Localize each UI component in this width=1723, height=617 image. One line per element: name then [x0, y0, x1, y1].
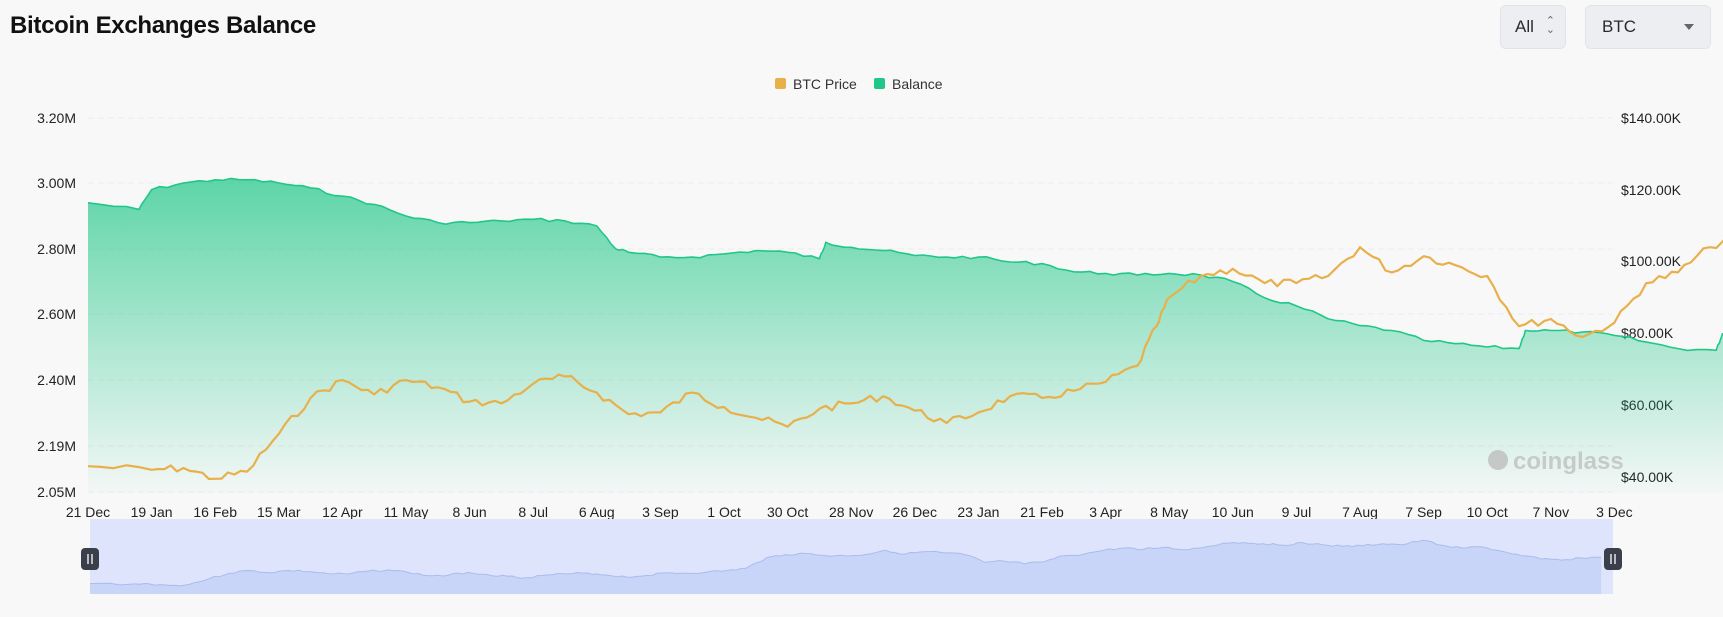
x-tick-label: 28 Nov [829, 504, 873, 520]
range-navigator[interactable] [81, 519, 1622, 594]
legend-item[interactable]: BTC Price [775, 76, 857, 92]
x-tick-label: 21 Dec [66, 504, 110, 520]
coinglass-logo-icon [1488, 450, 1508, 470]
x-tick-label: 1 Oct [707, 504, 741, 520]
y-left-tick-label: 3.00M [37, 175, 76, 191]
x-tick-label: 9 Jul [1282, 504, 1312, 520]
y-left-tick-label: 2.60M [37, 306, 76, 322]
balance-series-line [87, 177, 1723, 352]
up-down-chevron-icon: ⌃ ⌄ [1545, 15, 1555, 36]
legend-swatch [775, 78, 786, 89]
btc-price-series-line [87, 239, 1723, 480]
legend-label: Balance [892, 76, 943, 92]
y-left-tick-label: 3.20M [37, 110, 76, 126]
y-left-tick-label: 2.40M [37, 372, 76, 388]
asset-select[interactable]: BTC [1585, 5, 1711, 49]
range-select[interactable]: All ⌃ ⌄ [1500, 5, 1566, 49]
watermark: coinglass [1488, 448, 1624, 475]
x-tick-label: 12 Apr [322, 504, 363, 520]
legend-label: BTC Price [793, 76, 857, 92]
legend-swatch [874, 78, 885, 89]
legend-item[interactable]: Balance [874, 76, 943, 92]
x-tick-label: 8 May [1150, 504, 1188, 520]
x-tick-label: 3 Apr [1089, 504, 1122, 520]
y-right-tick-label: $80.00K [1621, 325, 1674, 341]
x-tick-label: 10 Oct [1467, 504, 1508, 520]
x-tick-label: 16 Feb [193, 504, 237, 520]
x-tick-label: 7 Aug [1342, 504, 1378, 520]
x-tick-label: 3 Dec [1596, 504, 1633, 520]
x-tick-label: 10 Jun [1212, 504, 1254, 520]
watermark-text: coinglass [1513, 448, 1624, 475]
range-select-value: All [1515, 17, 1534, 36]
y-right-tick-label: $100.00K [1621, 253, 1682, 269]
x-tick-label: 26 Dec [893, 504, 937, 520]
y-left-tick-label: 2.80M [37, 241, 76, 257]
navigator-series-area [90, 540, 1602, 594]
y-left-tick-label: 2.19M [37, 438, 76, 454]
x-tick-label: 7 Sep [1405, 504, 1442, 520]
x-tick-label: 6 Aug [579, 504, 615, 520]
asset-select-value: BTC [1602, 17, 1636, 36]
x-tick-label: 3 Sep [642, 504, 679, 520]
x-tick-label: 19 Jan [131, 504, 173, 520]
x-tick-label: 8 Jun [452, 504, 486, 520]
page-title: Bitcoin Exchanges Balance [10, 12, 316, 39]
navigator-right-handle[interactable] [1604, 548, 1622, 570]
y-right-tick-label: $140.00K [1621, 110, 1682, 126]
caret-down-icon [1684, 24, 1694, 30]
y-right-tick-label: $120.00K [1621, 182, 1682, 198]
x-tick-label: 21 Feb [1020, 504, 1064, 520]
x-tick-label: 30 Oct [767, 504, 808, 520]
x-tick-label: 15 Mar [257, 504, 301, 520]
x-tick-label: 7 Nov [1533, 504, 1570, 520]
y-left-tick-label: 2.05M [37, 484, 76, 500]
x-tick-label: 11 May [384, 504, 429, 520]
x-tick-label: 8 Jul [518, 504, 548, 520]
navigator-left-handle[interactable] [81, 548, 99, 570]
navigator-series-line [89, 539, 1602, 587]
x-tick-label: 23 Jan [957, 504, 999, 520]
balance-area [88, 178, 1723, 494]
